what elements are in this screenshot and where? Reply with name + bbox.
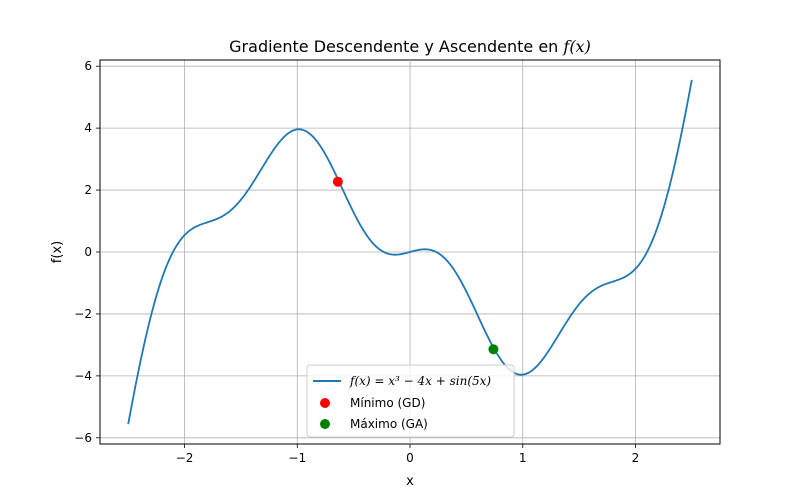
- point-layer: [332, 176, 499, 355]
- y-tick-label: −2: [74, 307, 92, 321]
- y-tick-label: 2: [84, 183, 92, 197]
- function-curve: [127, 79, 693, 425]
- y-tick-label: −4: [74, 369, 92, 383]
- legend-max-label: Máximo (GA): [350, 417, 428, 431]
- max-point-ga: [488, 344, 499, 355]
- legend-box: [306, 364, 515, 438]
- min-point-gd: [332, 176, 343, 187]
- x-tick-label: −2: [176, 451, 194, 465]
- y-ticks: −6 −4 −2 0 2 4 6: [74, 59, 100, 445]
- x-tick-label: −1: [288, 451, 306, 465]
- curve-layer: [127, 79, 693, 425]
- legend-min-marker: [320, 398, 330, 408]
- x-tick-label: 1: [519, 451, 527, 465]
- x-tick-label: 0: [406, 451, 414, 465]
- y-axis-label: f(x): [50, 241, 65, 263]
- legend-line-label: f(x) = x³ − 4x + sin(5x): [349, 374, 491, 388]
- legend-max-marker: [320, 419, 330, 429]
- chart-title: Gradiente Descendente y Ascendente en f(…: [229, 37, 591, 56]
- y-tick-label: 6: [84, 59, 92, 73]
- x-tick-label: 2: [632, 451, 640, 465]
- y-tick-label: −6: [74, 431, 92, 445]
- legend-min-label: Mínimo (GD): [350, 396, 425, 410]
- legend: f(x) = x³ − 4x + sin(5x) Mínimo (GD) Máx…: [306, 364, 515, 438]
- y-tick-label: 4: [84, 121, 92, 135]
- y-tick-label: 0: [84, 245, 92, 259]
- x-axis-label: x: [406, 474, 414, 489]
- x-ticks: −2 −1 0 1 2: [176, 444, 640, 465]
